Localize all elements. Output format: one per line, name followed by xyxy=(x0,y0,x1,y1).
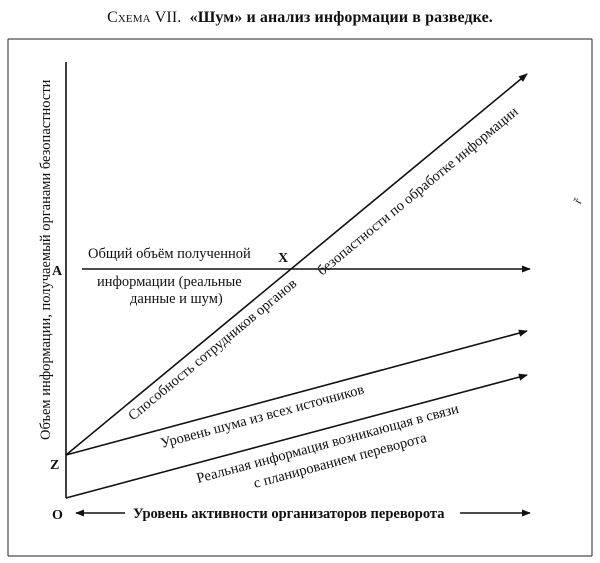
noise-line xyxy=(65,329,528,456)
real-information-line xyxy=(65,373,528,499)
x-axis-label: Уровень активности организаторов перевор… xyxy=(133,506,445,522)
point-a-label: A xyxy=(52,264,63,279)
stray-mark: ř xyxy=(570,196,584,206)
point-z-label: Z xyxy=(50,458,59,473)
y-axis-label: Объем информации, получаемый органами бе… xyxy=(38,79,54,440)
origin-label: O xyxy=(52,508,63,523)
total-info-label-line2: информации (реальные xyxy=(97,274,242,290)
capacity-label-part2: безопастности по обработке информации xyxy=(314,104,521,279)
title-prefix: Схема VII. xyxy=(107,9,182,26)
total-info-label-line3: данные и шум) xyxy=(130,291,223,307)
total-info-label-line1: Общий объём полученной xyxy=(88,246,251,262)
point-x-label: X xyxy=(278,251,288,266)
x-axis-label-bg xyxy=(125,504,460,522)
figure-title: Схема VII. «Шум» и анализ информации в р… xyxy=(0,9,600,27)
capacity-line xyxy=(65,73,528,456)
title-text: «Шум» и анализ информации в разведке. xyxy=(189,9,493,26)
